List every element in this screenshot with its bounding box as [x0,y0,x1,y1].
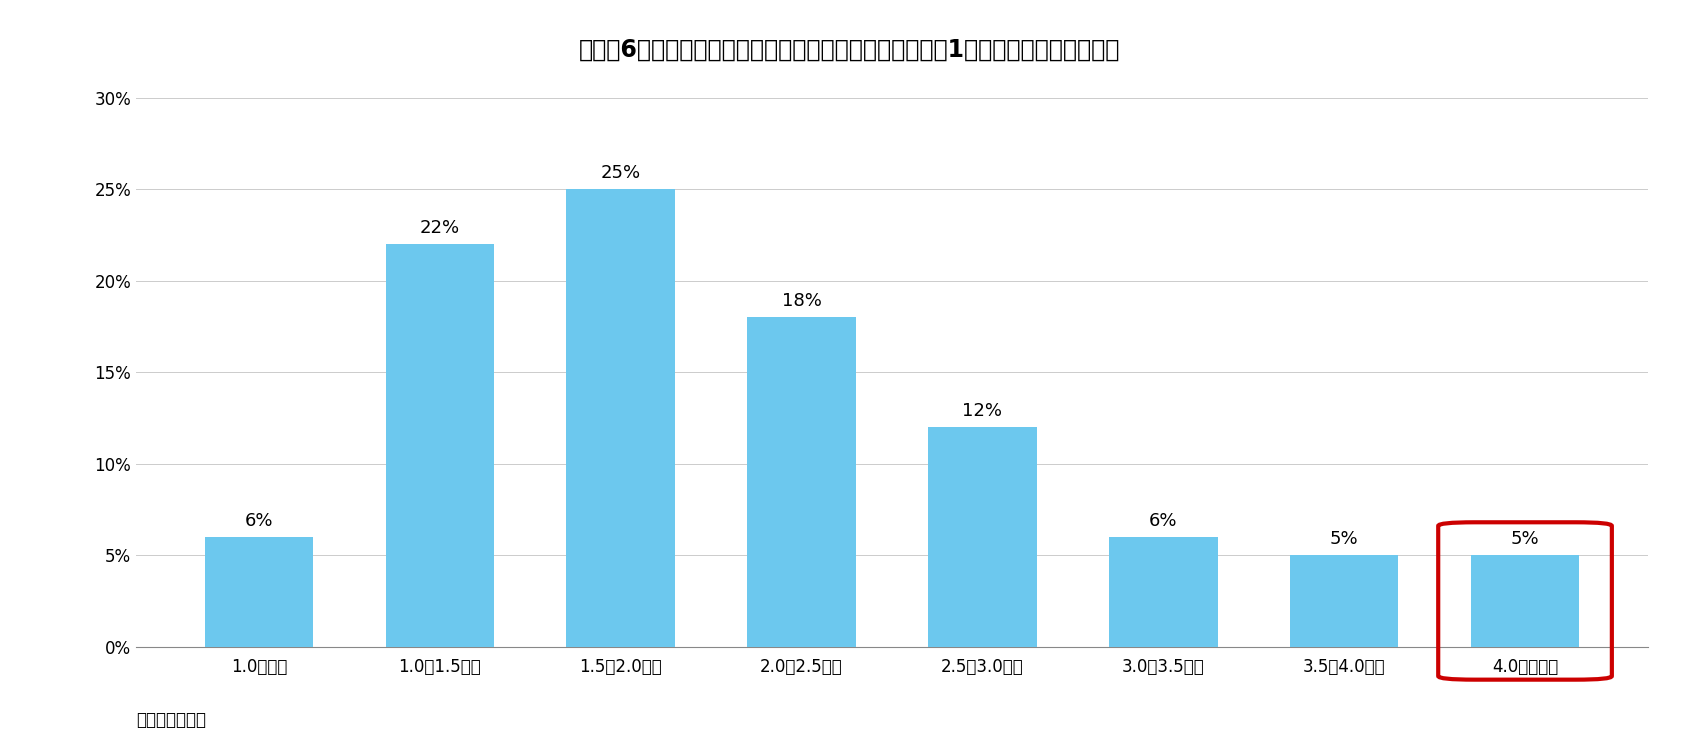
Text: （出所）森ビル: （出所）森ビル [136,711,205,729]
Text: 25%: 25% [601,164,640,182]
Bar [927,427,1036,647]
Bar [1289,555,1397,647]
Bar [747,317,856,647]
Bar [565,190,674,647]
Text: 22%: 22% [419,219,460,237]
Text: 5%: 5% [1330,530,1358,548]
Bar [204,537,312,647]
Text: 18%: 18% [781,292,822,310]
Text: 12%: 12% [961,402,1002,420]
Bar [1109,537,1217,647]
Text: 6%: 6% [245,511,273,529]
Bar [1470,555,1579,647]
Text: 図表－6　新規賃借する場合に妥当だと考える月額賃料（1坪当たり、共益費含む）: 図表－6 新規賃借する場合に妥当だと考える月額賃料（1坪当たり、共益費含む） [579,38,1119,62]
Text: 6%: 6% [1148,511,1177,529]
Bar [385,244,494,647]
Text: 5%: 5% [1510,530,1538,548]
